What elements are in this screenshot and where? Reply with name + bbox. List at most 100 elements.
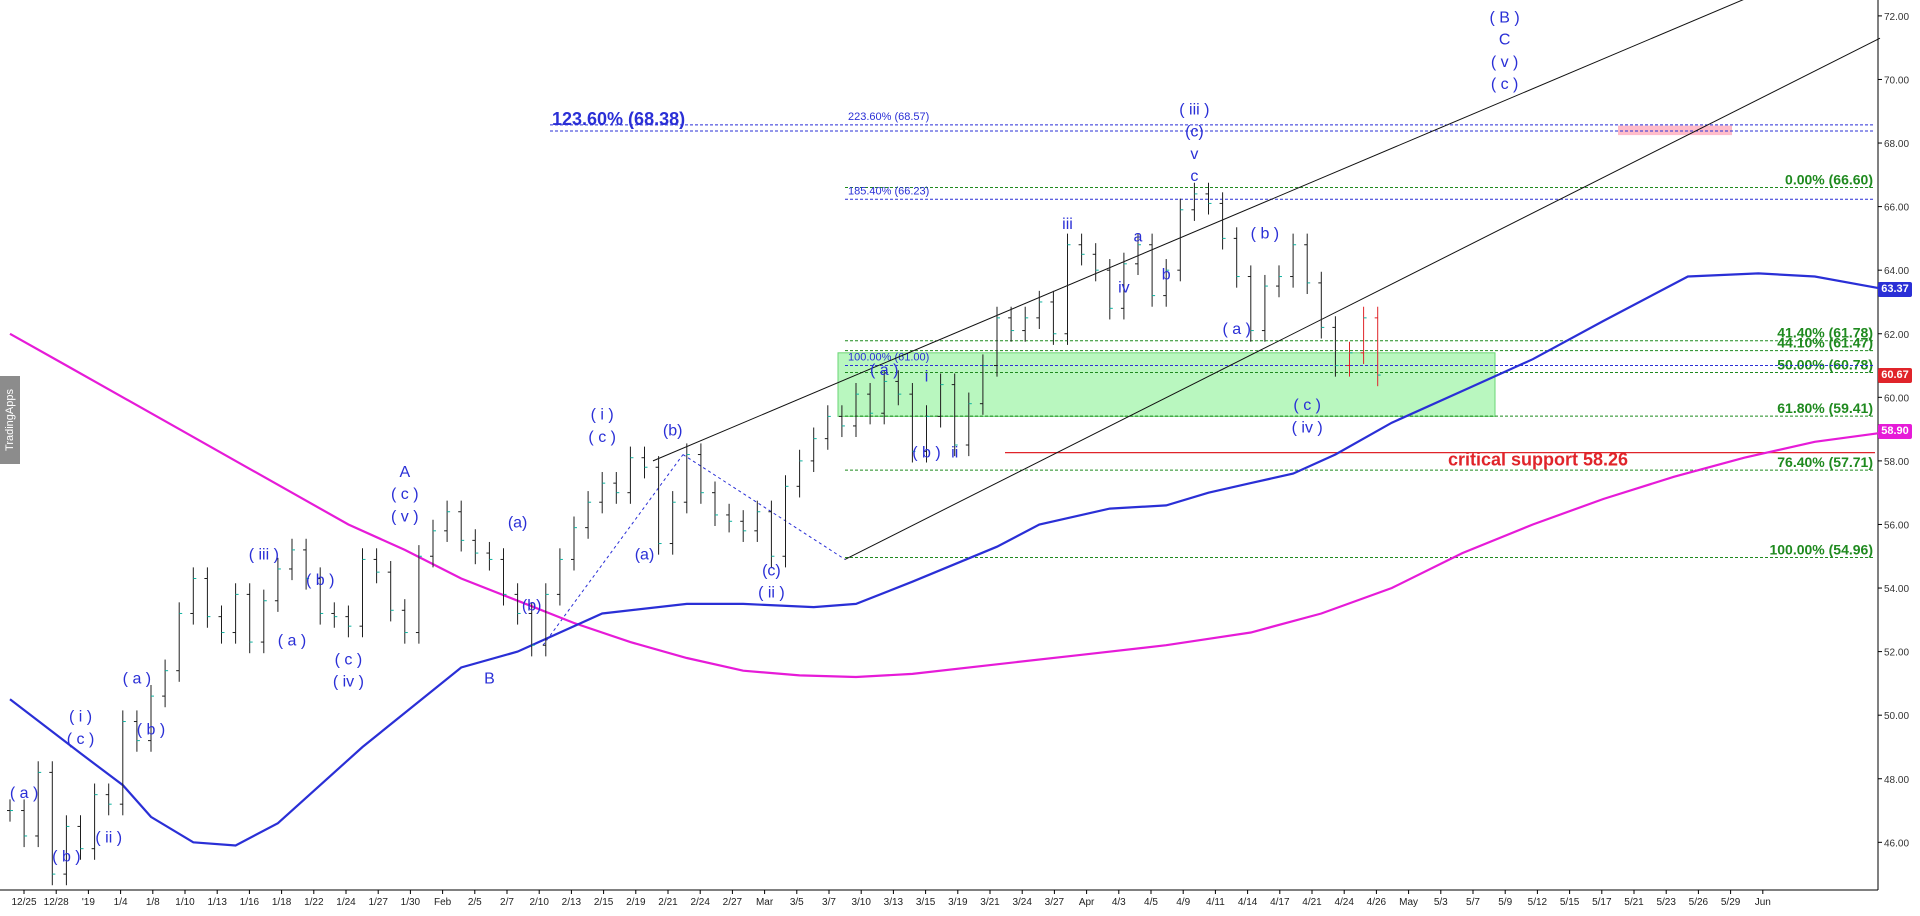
wave-label: (a)	[508, 515, 528, 532]
x-tick-label: 4/14	[1238, 897, 1258, 908]
x-tick-label: 3/15	[916, 897, 936, 908]
y-tick-label: 72.00	[1884, 12, 1909, 23]
x-tick-label: 5/9	[1498, 897, 1512, 908]
wave-label: ( c )	[391, 486, 419, 503]
x-tick-label: 3/13	[884, 897, 904, 908]
x-tick-label: 1/13	[207, 897, 227, 908]
x-tick-label: '19	[82, 897, 95, 908]
x-tick-label: 1/16	[240, 897, 260, 908]
x-tick-label: 3/7	[822, 897, 836, 908]
wave-label: A	[399, 464, 410, 481]
wave-label: ( c )	[67, 731, 95, 748]
fib-extension-label: 123.60% (68.38)	[552, 109, 685, 129]
x-tick-label: 2/15	[594, 897, 614, 908]
wave-label: ( a )	[123, 670, 151, 687]
critical-support-label: critical support 58.26	[1448, 450, 1628, 470]
wave-label: B	[484, 670, 495, 687]
last-price-badge: 60.67	[1878, 368, 1912, 384]
wave-label: ( B )	[1489, 9, 1519, 26]
wave-label: ii	[951, 445, 958, 462]
wave-label: (a)	[635, 546, 655, 563]
wave-label: ( iii )	[249, 546, 279, 563]
ma-magenta-price-badge: 58.90	[1878, 424, 1912, 440]
retracement-zone	[837, 352, 1496, 417]
wave-label: ( v )	[1491, 54, 1519, 71]
wave-label: b	[1162, 267, 1171, 284]
tradingapps-watermark: TradingApps	[0, 376, 20, 464]
wave-label: (c)	[1185, 124, 1204, 141]
fib-extension-label: 100.00% (61.00)	[848, 352, 929, 364]
x-tick-label: 3/5	[790, 897, 804, 908]
wave-label: ( i )	[591, 407, 614, 424]
wave-label: v	[1190, 146, 1198, 163]
target-zone	[1618, 125, 1732, 136]
x-tick-label: 5/26	[1689, 897, 1709, 908]
fib-extension-label: 185.40% (66.23)	[848, 185, 929, 197]
x-tick-label: 1/24	[336, 897, 356, 908]
wave-label: ( c )	[1491, 76, 1519, 93]
y-tick-label: 68.00	[1884, 139, 1909, 150]
x-tick-label: 4/3	[1112, 897, 1126, 908]
x-tick-label: 3/21	[980, 897, 1000, 908]
y-tick-label: 56.00	[1884, 520, 1909, 531]
x-tick-label: May	[1399, 897, 1418, 908]
wave-label: ( c )	[1293, 397, 1321, 414]
wave-label: (c)	[762, 562, 781, 579]
x-tick-label: 2/21	[658, 897, 678, 908]
x-tick-label: 5/21	[1624, 897, 1644, 908]
wave-label: ( b )	[912, 445, 940, 462]
wave-label: ( b )	[137, 721, 165, 738]
wave-label: i	[925, 368, 929, 385]
x-tick-label: 5/29	[1721, 897, 1741, 908]
y-tick-label: 50.00	[1884, 711, 1909, 722]
x-tick-label: 5/17	[1592, 897, 1612, 908]
x-tick-label: Mar	[756, 897, 774, 908]
x-tick-label: 4/26	[1367, 897, 1387, 908]
x-tick-label: 4/17	[1270, 897, 1290, 908]
wave-label: ( b )	[306, 572, 334, 589]
wave-label: ( c )	[588, 429, 616, 446]
x-tick-label: 3/24	[1012, 897, 1032, 908]
x-tick-label: 2/7	[500, 897, 514, 908]
wave-label: ( b )	[1251, 225, 1279, 242]
wave-label: ( ii )	[758, 585, 785, 602]
y-tick-label: 64.00	[1884, 266, 1909, 277]
wave-label: ( i )	[69, 709, 92, 726]
wave-label: ( a )	[1222, 321, 1250, 338]
x-tick-label: 1/4	[114, 897, 128, 908]
wave-label: c	[1190, 168, 1198, 185]
wave-label: ( v )	[391, 508, 419, 525]
wave-label: ( ii )	[95, 829, 122, 846]
x-tick-label: 1/10	[175, 897, 195, 908]
correction-dotted-line	[682, 454, 846, 560]
x-tick-label: 5/12	[1528, 897, 1548, 908]
x-tick-label: 2/10	[529, 897, 549, 908]
x-tick-label: 1/22	[304, 897, 324, 908]
channel-lower-line	[844, 37, 1881, 560]
wave-label: (b)	[522, 597, 542, 614]
y-tick-label: 70.00	[1884, 75, 1909, 86]
x-tick-label: 2/13	[562, 897, 582, 908]
x-tick-label: 1/27	[368, 897, 388, 908]
x-tick-label: 1/18	[272, 897, 292, 908]
x-tick-label: 4/9	[1176, 897, 1190, 908]
x-tick-label: 3/10	[851, 897, 871, 908]
x-tick-label: 12/25	[11, 897, 36, 908]
wave-label: C	[1499, 32, 1511, 49]
x-tick-label: Apr	[1079, 897, 1095, 908]
fib-level-label: 50.00% (60.78)	[1777, 357, 1873, 373]
ma-blue-price-badge: 63.37	[1878, 282, 1912, 298]
x-tick-label: 4/5	[1144, 897, 1158, 908]
fib-level-label: 61.80% (59.41)	[1777, 400, 1873, 416]
x-tick-label: 12/28	[44, 897, 69, 908]
y-tick-label: 58.00	[1884, 457, 1909, 468]
watermark-text: TradingApps	[4, 389, 16, 451]
y-tick-label: 48.00	[1884, 775, 1909, 786]
y-tick-label: 54.00	[1884, 584, 1909, 595]
wave-label: ( iv )	[333, 674, 364, 691]
wave-label: ( iii )	[1179, 101, 1209, 118]
fib-level-label: 44.10% (61.47)	[1777, 335, 1873, 351]
x-tick-label: 2/5	[468, 897, 482, 908]
x-tick-label: 1/30	[401, 897, 421, 908]
